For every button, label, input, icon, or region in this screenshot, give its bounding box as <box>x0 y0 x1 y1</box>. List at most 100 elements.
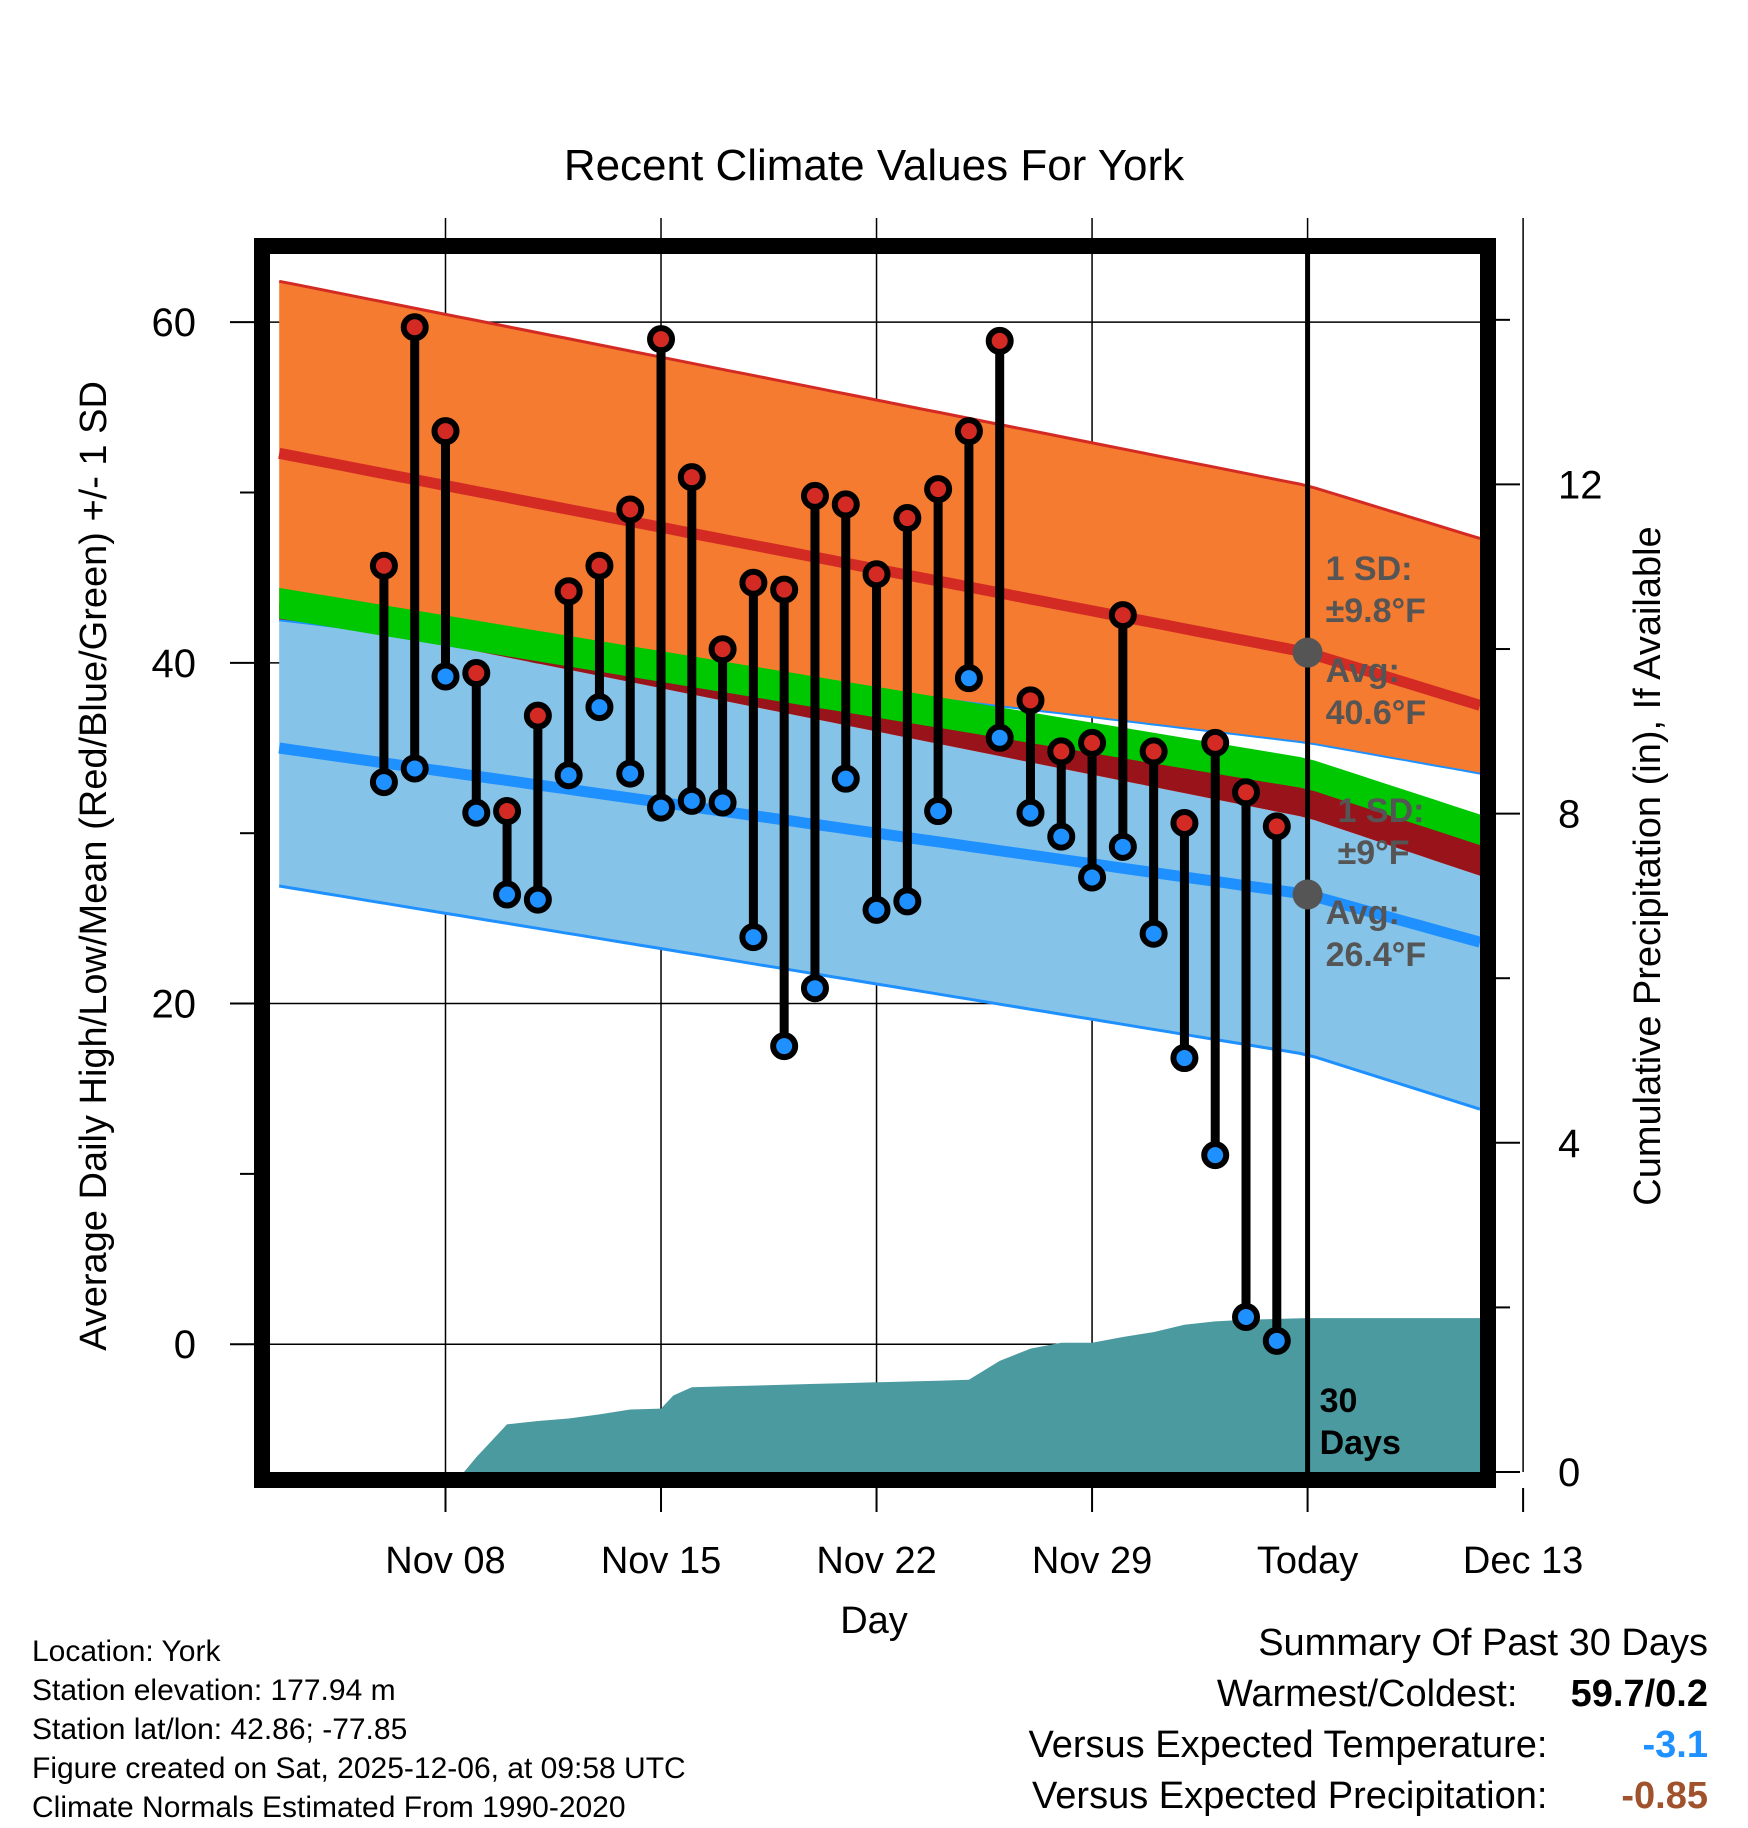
high-point-3 <box>462 659 491 688</box>
low-avg-marker <box>1292 879 1323 910</box>
x-tick-label-5: Dec 13 <box>1463 1540 1583 1582</box>
footer-latlon: Station lat/lon: 42.86; -77.85 <box>32 1713 408 1746</box>
high-point-25 <box>1139 737 1168 766</box>
summary-warmest-label: Warmest/Coldest: <box>1216 1673 1518 1715</box>
low-point-0 <box>369 768 398 797</box>
low-sd-annotation-line2: ±9°F <box>1338 834 1410 872</box>
precip-days-annotation-line1: 30 <box>1320 1382 1358 1420</box>
high-point-1 <box>400 313 429 342</box>
low-point-28 <box>1232 1302 1261 1331</box>
precip-days-annotation-line2: Days <box>1320 1424 1401 1462</box>
high-point-0 <box>369 551 398 580</box>
x-tick-label-0: Nov 08 <box>385 1540 505 1582</box>
low-point-14 <box>800 974 829 1003</box>
low-avg-annotation-line2: 26.4°F <box>1326 936 1427 974</box>
low-avg-annotation-line1: Avg: <box>1326 894 1400 932</box>
x-tick-label-2: Nov 22 <box>816 1540 936 1582</box>
summary-title: Summary Of Past 30 Days <box>1258 1622 1708 1664</box>
summary-temp-row: Versus Expected Temperature: -3.1 <box>1029 1724 1708 1767</box>
high-point-19 <box>954 417 983 446</box>
low-point-25 <box>1139 919 1168 948</box>
high-point-24 <box>1108 601 1137 630</box>
summary-temp-label: Versus Expected Temperature: <box>1028 1724 1548 1766</box>
high-point-22 <box>1047 737 1076 766</box>
high-point-2 <box>431 417 460 446</box>
high-point-16 <box>862 560 891 589</box>
precipitation-area <box>279 1318 1480 1472</box>
summary-temp-value: -3.1 <box>1642 1724 1708 1766</box>
high-point-20 <box>985 326 1014 355</box>
high-point-14 <box>800 481 829 510</box>
low-sd-annotation-line1: 1 SD: <box>1338 792 1425 830</box>
footer-location: Location: York <box>32 1635 221 1668</box>
low-point-26 <box>1170 1044 1199 1073</box>
high-point-17 <box>893 504 922 533</box>
y2-tick-label-2: 8 <box>1558 793 1580 837</box>
x-axis-label: Day <box>840 1600 908 1642</box>
y2-tick-label-0: 0 <box>1558 1451 1580 1495</box>
y-tick-label-2: 40 <box>152 642 197 686</box>
low-point-9 <box>647 793 676 822</box>
high-avg-marker <box>1292 637 1323 668</box>
y2-tick-label-1: 4 <box>1558 1122 1580 1166</box>
x-tick-label-1: Nov 15 <box>601 1540 721 1582</box>
footer-normals: Climate Normals Estimated From 1990-2020 <box>32 1791 626 1824</box>
high-point-26 <box>1170 808 1199 837</box>
summary-precip-value: -0.85 <box>1621 1775 1708 1817</box>
low-point-27 <box>1201 1141 1230 1170</box>
high-point-18 <box>924 475 953 504</box>
footer-elevation: Station elevation: 177.94 m <box>32 1674 396 1707</box>
low-point-12 <box>739 923 768 952</box>
high-avg-annotation-line2: 40.6°F <box>1326 694 1427 732</box>
y-tick-label-3: 60 <box>152 301 197 345</box>
low-point-22 <box>1047 822 1076 851</box>
chart-title: Recent Climate Values For York <box>564 141 1185 190</box>
x-tick-label-3: Nov 29 <box>1032 1540 1152 1582</box>
x-tick-label-4: Today <box>1257 1540 1358 1582</box>
high-avg-annotation-line1: Avg: <box>1326 652 1400 690</box>
low-point-5 <box>523 885 552 914</box>
y-tick-label-1: 20 <box>152 983 197 1027</box>
low-point-11 <box>708 788 737 817</box>
low-point-20 <box>985 723 1014 752</box>
low-point-6 <box>554 761 583 790</box>
low-point-4 <box>493 880 522 909</box>
low-point-13 <box>770 1032 799 1061</box>
low-point-7 <box>585 693 614 722</box>
high-point-23 <box>1078 728 1107 757</box>
low-point-18 <box>924 797 953 826</box>
high-point-5 <box>523 701 552 730</box>
y2-tick-label-3: 12 <box>1558 463 1603 507</box>
low-point-15 <box>831 764 860 793</box>
low-point-2 <box>431 662 460 691</box>
summary-warmest-row: Warmest/Coldest: 59.7/0.2 <box>1217 1673 1708 1716</box>
high-point-7 <box>585 551 614 580</box>
summary-warmest-value: 59.7/0.2 <box>1570 1673 1708 1715</box>
high-point-6 <box>554 577 583 606</box>
plot-frame <box>254 238 1496 1488</box>
low-point-10 <box>677 786 706 815</box>
summary-precip-label: Versus Expected Precipitation: <box>1032 1775 1548 1817</box>
y2-axis-label: Cumulative Precipitation (in), If Availa… <box>1627 526 1669 1205</box>
high-point-12 <box>739 568 768 597</box>
low-point-1 <box>400 754 429 783</box>
summary-precip-row: Versus Expected Precipitation: -0.85 <box>1032 1775 1708 1818</box>
high-point-28 <box>1232 778 1261 807</box>
high-point-27 <box>1201 728 1230 757</box>
y-axis-label: Average Daily High/Low/Mean (Red/Blue/Gr… <box>73 381 115 1351</box>
low-point-21 <box>1016 798 1045 827</box>
low-point-16 <box>862 895 891 924</box>
high-point-21 <box>1016 686 1045 715</box>
low-point-29 <box>1262 1326 1291 1355</box>
y-tick-label-0: 0 <box>174 1323 196 1367</box>
low-point-24 <box>1108 832 1137 861</box>
high-sd-annotation-line2: ±9.8°F <box>1326 592 1426 630</box>
high-sd-annotation-line1: 1 SD: <box>1326 550 1413 588</box>
low-point-3 <box>462 798 491 827</box>
high-point-10 <box>677 463 706 492</box>
overlap-band <box>279 603 1480 876</box>
low-point-8 <box>616 759 645 788</box>
high-point-9 <box>647 325 676 354</box>
high-point-8 <box>616 495 645 524</box>
